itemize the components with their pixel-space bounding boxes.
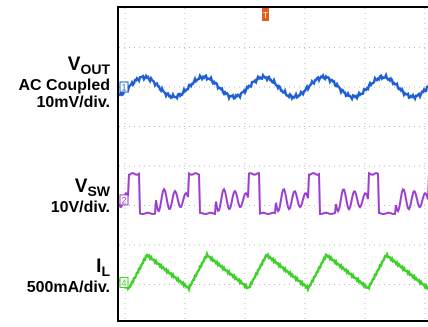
vsw-label: VSW 10V/div.: [50, 176, 110, 217]
waveform-plot: 1 2 4 T: [119, 8, 428, 320]
channel-marker-label: 1: [121, 83, 126, 93]
vout-coupling: AC Coupled: [18, 77, 110, 95]
vout-label-main: V: [67, 54, 81, 75]
vout-waveform: [119, 71, 428, 102]
il-scale: 500mA/div.: [26, 279, 110, 297]
channel-marker-label: 2: [121, 195, 126, 205]
il-label: IL 500mA/div.: [26, 256, 110, 297]
vout-scale: 10mV/div.: [36, 94, 110, 112]
il-waveform: [119, 250, 428, 294]
channel-labels: VOUT AC Coupled 10mV/div. VSW 10V/div. I…: [0, 0, 118, 327]
vsw-waveform: [119, 171, 428, 216]
vsw-label-sub: SW: [87, 183, 110, 199]
channel-marker-box: [119, 81, 129, 93]
vsw-label-main: V: [74, 176, 88, 197]
vout-label: VOUT AC Coupled 10mV/div.: [18, 54, 110, 112]
trigger-marker-label: T: [263, 11, 268, 20]
trigger-marker-icon: [262, 8, 269, 21]
vout-label-sub: OUT: [80, 61, 110, 77]
vsw-scale: 10V/div.: [50, 199, 110, 217]
channel-marker-label: 4: [121, 278, 126, 288]
il-label-sub: L: [101, 263, 110, 279]
channel-marker-box: [119, 194, 129, 206]
channel-marker-box: [119, 276, 129, 288]
scope-screen: 1 2 4 T: [117, 6, 428, 322]
il-label-main: I: [96, 256, 102, 277]
